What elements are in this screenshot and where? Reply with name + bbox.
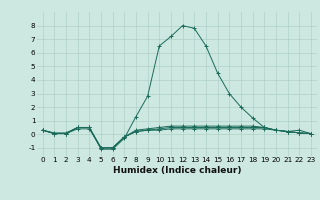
X-axis label: Humidex (Indice chaleur): Humidex (Indice chaleur)	[113, 166, 241, 175]
